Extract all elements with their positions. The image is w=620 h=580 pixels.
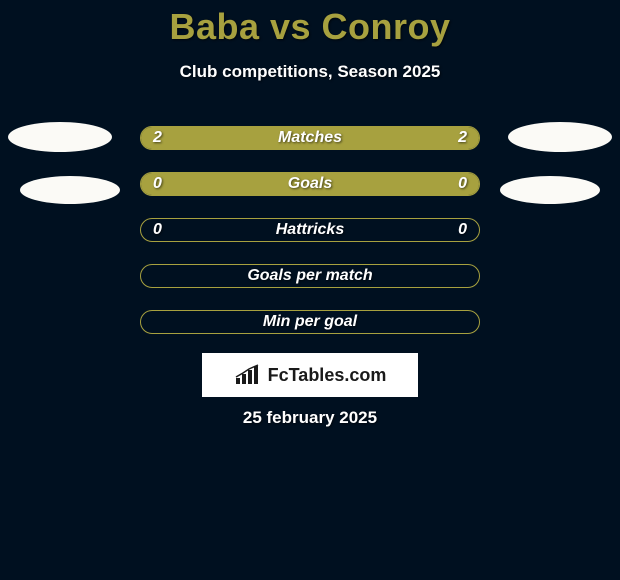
- fctables-logo: FcTables.com: [202, 353, 418, 397]
- stat-row: Min per goal: [140, 310, 480, 334]
- placeholder-ellipse: [500, 176, 600, 204]
- stat-label: Goals: [141, 173, 479, 195]
- stat-row: Goals per match: [140, 264, 480, 288]
- headline-title: Baba vs Conroy: [0, 6, 620, 48]
- stat-label: Matches: [141, 127, 479, 149]
- stat-value-right: 0: [458, 219, 467, 241]
- stat-label: Min per goal: [141, 311, 479, 333]
- stat-label: Goals per match: [141, 265, 479, 287]
- comparison-infographic: Baba vs Conroy Club competitions, Season…: [0, 0, 620, 580]
- stat-label: Hattricks: [141, 219, 479, 241]
- stat-value-right: 0: [458, 173, 467, 195]
- bar-chart-icon: [234, 364, 262, 386]
- stat-value-right: 2: [458, 127, 467, 149]
- snapshot-date: 25 february 2025: [0, 408, 620, 428]
- stat-value-left: 0: [153, 173, 162, 195]
- subtitle: Club competitions, Season 2025: [0, 62, 620, 82]
- logo-text: FcTables.com: [268, 365, 387, 386]
- stat-value-left: 0: [153, 219, 162, 241]
- stat-row: Goals0 0: [140, 172, 480, 196]
- stat-row: Matches2 2: [140, 126, 480, 150]
- placeholder-ellipse: [508, 122, 612, 152]
- stat-row: Hattricks0 0: [140, 218, 480, 242]
- placeholder-ellipse: [20, 176, 120, 204]
- stat-value-left: 2: [153, 127, 162, 149]
- placeholder-ellipse: [8, 122, 112, 152]
